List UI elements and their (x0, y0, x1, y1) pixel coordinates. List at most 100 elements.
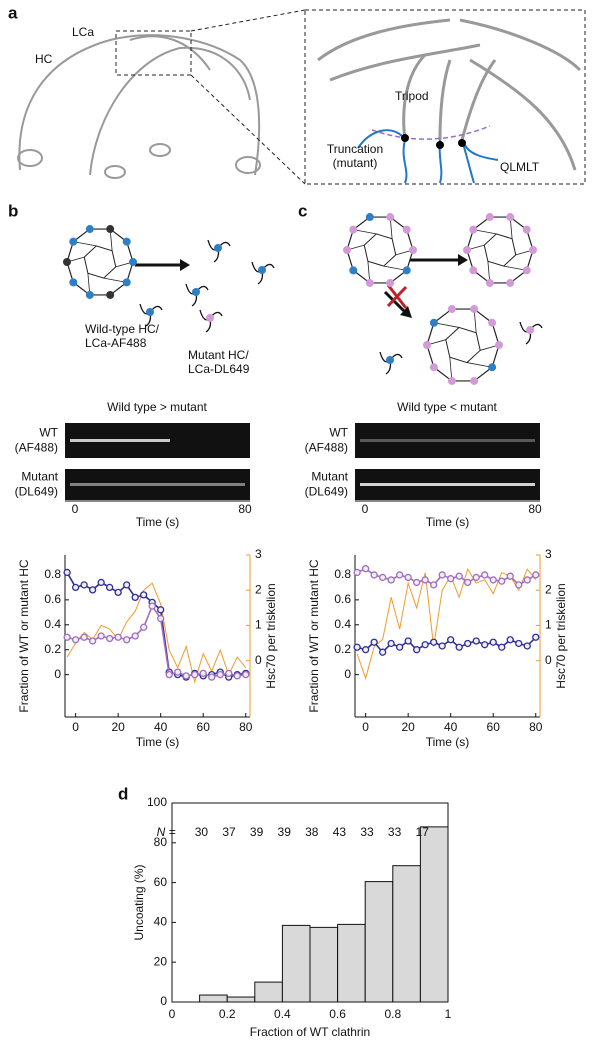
zoom-panel (304, 9, 586, 185)
bar (309, 926, 339, 1003)
x-tick-label: 0.6 (329, 1007, 346, 1021)
cage-inner (363, 233, 397, 267)
series-line (356, 567, 537, 680)
series-marker (106, 634, 114, 643)
bar (419, 826, 449, 1003)
y-tick-label: 0 (160, 994, 167, 1008)
kymo-row-label: (DL649) (305, 485, 348, 499)
series-marker (88, 586, 97, 594)
label: (mutant) (333, 156, 378, 170)
blue-tails (357, 129, 499, 184)
series-marker (370, 638, 378, 646)
kymo-xlabel: Time (s) (426, 515, 470, 529)
series-marker (489, 576, 497, 584)
kymo-row-label: WT (39, 426, 58, 440)
x-tick-label: 80 (529, 720, 543, 734)
zoom-line (190, 74, 306, 185)
series-marker (123, 581, 131, 589)
cage-vertex (106, 225, 115, 234)
cage-vertex (85, 290, 94, 299)
zoom-structure (317, 18, 582, 171)
kymo-tick-label: 80 (238, 502, 252, 516)
cage-vertex (529, 246, 537, 254)
n-value: 43 (333, 825, 347, 839)
dot (401, 134, 409, 142)
cage-vertex (129, 258, 137, 266)
cage-inner (83, 245, 117, 279)
zoom-line (190, 9, 306, 32)
panel-label: b (8, 201, 18, 220)
n-label: N = (157, 825, 176, 839)
y-axis-label: Fraction of WT or mutant HC (307, 559, 321, 712)
bar (281, 924, 311, 1003)
n-value: 17 (416, 825, 430, 839)
cage-vertex (69, 278, 78, 287)
y2-tick-label: 3 (255, 547, 262, 561)
x-tick-label: 20 (401, 720, 415, 734)
arrow-head (180, 259, 190, 271)
label: LCa (72, 25, 94, 39)
triskelion-hub (526, 326, 534, 334)
series-marker (413, 578, 421, 587)
kymograph (355, 423, 540, 458)
cage-edge (466, 362, 493, 368)
y2-tick-label: 2 (545, 582, 552, 596)
y-tick-label: 20 (154, 954, 168, 968)
y2-axis-label: Hsc70 per triskelion (554, 583, 568, 688)
series-line (66, 582, 247, 684)
series-marker (157, 606, 165, 614)
cage-vertex (522, 266, 531, 275)
kymo-row-label: Mutant (21, 470, 58, 484)
series-marker (361, 646, 370, 654)
cage-vertex (447, 376, 456, 385)
series-marker (114, 588, 122, 597)
series-marker (361, 565, 370, 573)
series-marker (114, 633, 122, 641)
series-marker (387, 576, 395, 584)
series-marker (353, 643, 361, 651)
panel-label: c (298, 201, 307, 220)
series-marker (430, 638, 438, 646)
series-marker (455, 572, 463, 580)
cross (386, 285, 408, 308)
y-tick-label: 0 (344, 667, 351, 681)
series-marker (140, 623, 148, 631)
n-value: 33 (388, 825, 402, 839)
y-tick-label: 0.4 (334, 617, 351, 631)
structure-illustration (17, 34, 261, 179)
y-tick-label: 80 (154, 835, 168, 849)
bar (364, 881, 394, 1003)
series-line (356, 567, 537, 586)
series-marker (157, 614, 165, 623)
series-marker (97, 632, 105, 640)
cage-vertex (63, 258, 71, 266)
panel-label: d (118, 784, 128, 803)
y2-tick-label: 0 (255, 653, 262, 667)
x-tick-label: 40 (444, 720, 458, 734)
cage-vertex (343, 246, 351, 254)
cage-vertex (349, 225, 358, 234)
label: LCa-DL649 (188, 362, 250, 376)
y-tick-label: 0.6 (334, 592, 351, 606)
cage-outline (66, 228, 134, 296)
cage-vertex (495, 341, 503, 349)
triskelion-hub (146, 308, 154, 316)
series-marker (532, 571, 540, 579)
series-marker (233, 672, 241, 680)
series-marker (131, 593, 139, 602)
label: Truncation (327, 142, 383, 156)
cage-vertex (469, 225, 478, 234)
y-tick-label: 0.8 (44, 567, 61, 581)
cage-vertex (106, 290, 115, 299)
series-marker (438, 642, 446, 650)
series-marker (430, 581, 438, 589)
triskelion-hub (206, 314, 214, 322)
y2-tick-label: 3 (545, 547, 552, 561)
x-tick-label: 0.8 (384, 1007, 401, 1021)
series-marker (88, 637, 97, 645)
kymo-xlabel: Time (s) (136, 515, 180, 529)
series-marker (165, 670, 173, 679)
series-marker (216, 670, 224, 679)
zoom-box (115, 30, 192, 76)
series-marker (387, 639, 395, 648)
